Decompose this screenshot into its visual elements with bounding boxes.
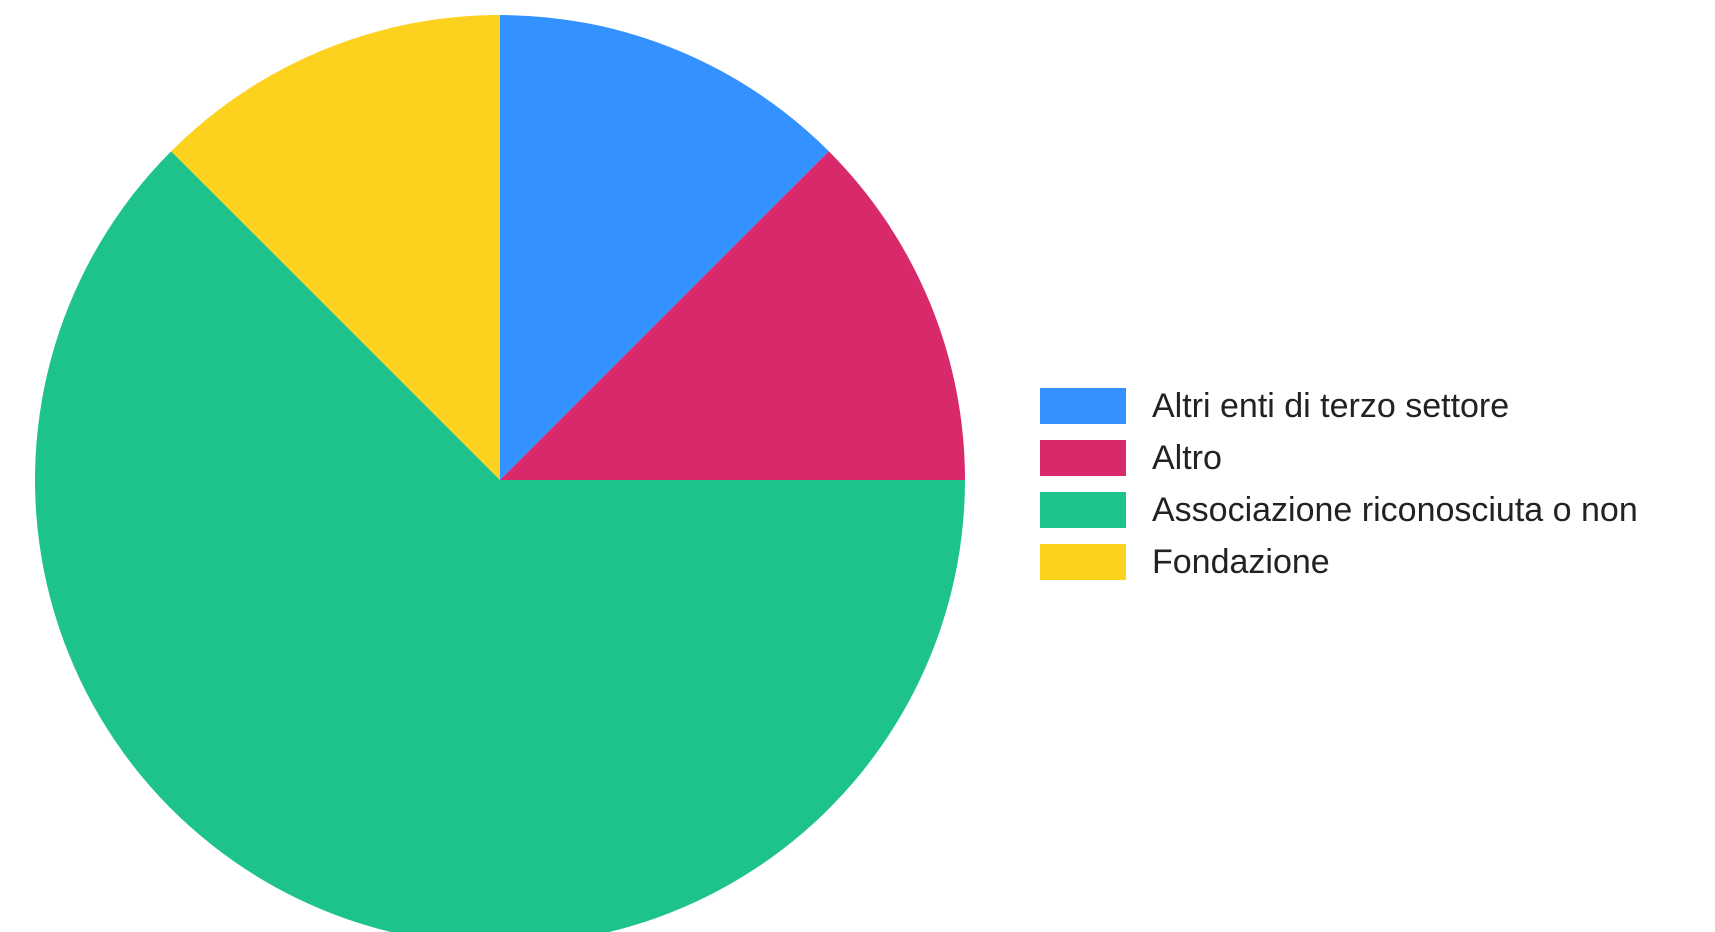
pie-slice-associazione bbox=[35, 151, 965, 932]
legend: Altri enti di terzo settore Altro Associ… bbox=[1040, 380, 1638, 588]
pie-slice-altri-enti bbox=[500, 15, 829, 480]
legend-item-altro: Altro bbox=[1040, 432, 1638, 484]
legend-label: Altri enti di terzo settore bbox=[1152, 386, 1510, 425]
legend-item-fondazione: Fondazione bbox=[1040, 536, 1638, 588]
legend-item-associazione: Associazione riconosciuta o non bbox=[1040, 484, 1638, 536]
legend-item-altri-enti: Altri enti di terzo settore bbox=[1040, 380, 1638, 432]
legend-swatch bbox=[1040, 544, 1126, 580]
legend-label: Fondazione bbox=[1152, 542, 1330, 581]
legend-swatch bbox=[1040, 440, 1126, 476]
legend-swatch bbox=[1040, 388, 1126, 424]
pie-slice-altro bbox=[500, 151, 965, 480]
legend-label: Altro bbox=[1152, 438, 1222, 477]
pie-slice-fondazione bbox=[171, 15, 500, 480]
legend-swatch bbox=[1040, 492, 1126, 528]
legend-label: Associazione riconosciuta o non bbox=[1152, 490, 1638, 529]
